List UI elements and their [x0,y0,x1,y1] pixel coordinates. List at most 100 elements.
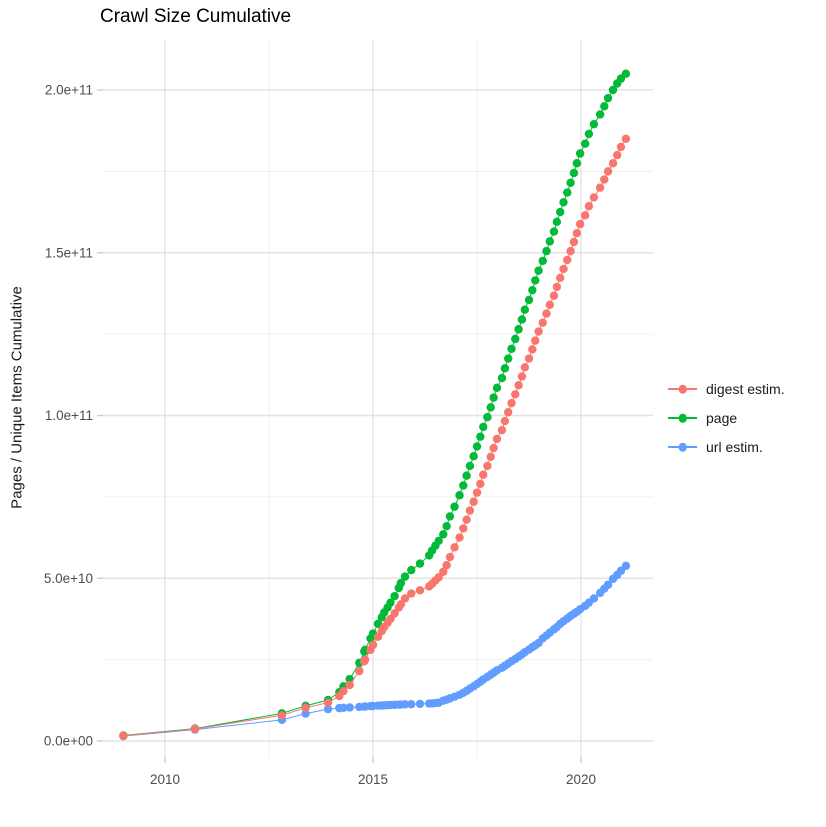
series-point-page [600,102,609,111]
series-point-page [556,207,565,217]
series-point-page [483,412,492,422]
series-point-digest-estim [534,327,543,336]
series-point-page [580,139,590,148]
series-point-page [524,295,534,305]
series-point-digest-estim [190,724,200,734]
series-point-url-estim [415,699,425,709]
series-point-digest-estim [528,345,537,354]
series-point-digest-estim [531,336,540,345]
series-point-digest-estim [584,202,594,211]
series-point-digest-estim [520,363,530,372]
series-point-page [390,591,399,601]
legend-label: digest estim. [706,381,785,397]
series-point-digest-estim [450,543,459,552]
series-point-digest-estim [542,309,551,318]
series-point-page [549,227,559,236]
legend-key-url-estim [668,438,697,456]
legend-label: url estim. [706,439,763,455]
series-point-digest-estim [415,586,425,595]
series-point-digest-estim [603,167,613,176]
series-point-digest-estim [589,193,599,202]
series-point-page [492,383,502,393]
y-tick-label: 2.0e+11 [45,83,93,98]
series-point-page [545,237,554,246]
series-point-page [439,530,448,539]
series-point-digest-estim [489,443,498,453]
series-point-digest-estim [323,698,333,707]
series-point-digest-estim [492,434,502,444]
series-point-page [507,344,516,353]
series-point-digest-estim [612,150,622,160]
series-point-page [400,572,410,581]
series-point-digest-estim [514,381,523,390]
series-point-page [603,93,613,103]
series-point-digest-estim [616,142,626,152]
series-point-url-estim [339,703,348,712]
y-tick-label: 0.0e+00 [44,734,93,749]
series-point-digest-estim [538,318,547,327]
series-point-page [575,149,585,158]
series-point-page [445,512,455,521]
series-point-digest-estim [559,264,568,274]
series-point-page [514,325,523,334]
series-point-page [489,393,498,402]
series-point-url-estim [400,700,410,709]
series-point-page [442,521,451,531]
series-point-page [511,334,520,344]
series-point-digest-estim [572,229,582,238]
legend-dot-swatch [678,442,687,452]
series-point-digest-estim [355,666,364,676]
series-point-page [531,276,540,285]
series-point-page [520,305,530,314]
series-point-digest-estim [497,425,507,435]
series-point-page [479,422,488,432]
legend-dot-swatch [678,413,687,423]
series-point-digest-estim [545,300,554,310]
series-point-digest-estim [504,408,513,417]
series-point-page [486,403,495,412]
series-point-page [608,85,618,95]
series-point-page [584,129,594,139]
series-point-digest-estim [549,291,559,300]
series-point-digest-estim [469,497,478,506]
series-point-url-estim [323,704,333,714]
legend-item-digest-estim: digest estim. [668,380,785,398]
series-point-digest-estim [465,506,475,515]
series-point-page [595,110,605,119]
series-point-page [469,451,478,461]
series-point-digest-estim [277,711,287,720]
series-point-digest-estim [552,282,562,292]
series-point-page [534,266,543,275]
y-tick-label: 1.5e+11 [45,245,93,260]
series-point-digest-estim [517,372,527,381]
y-tick-label: 1.0e+11 [45,408,93,423]
series-point-digest-estim [483,461,492,471]
series-point-page [472,442,482,451]
series-point-digest-estim [580,211,590,220]
series-point-page [589,119,599,129]
series-point-url-estim [621,561,631,571]
series-point-digest-estim [511,390,520,399]
series-point-digest-estim [301,703,310,712]
series-point-digest-estim [621,134,631,144]
series-point-digest-estim [339,686,348,696]
series-point-page [462,471,471,480]
series-point-url-estim [345,703,354,712]
series-point-digest-estim [396,600,406,609]
series-point-page [552,217,562,227]
series-point-digest-estim [556,273,565,283]
series-point-digest-estim [563,255,572,265]
series-point-digest-estim [445,552,455,562]
series-point-url-estim [301,709,310,718]
series-point-digest-estim [569,237,579,247]
series-point-digest-estim [476,479,485,489]
series-point-digest-estim [434,573,443,582]
series-point-digest-estim [462,515,471,524]
series-point-url-estim [589,594,599,603]
series-point-digest-estim [608,159,618,168]
series-point-page [407,565,416,575]
series-point-page [455,491,464,500]
series-point-page [386,598,395,607]
